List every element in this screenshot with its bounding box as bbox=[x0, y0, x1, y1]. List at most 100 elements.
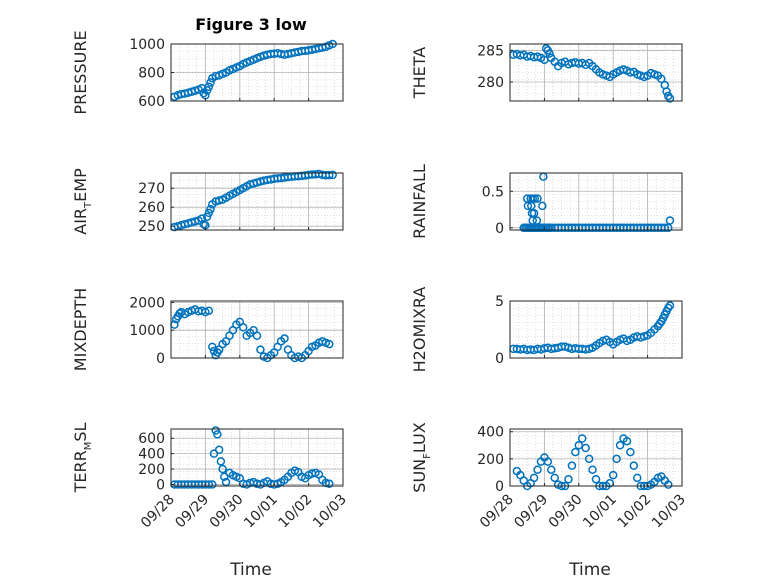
data-point bbox=[213, 430, 222, 439]
data-point bbox=[252, 331, 262, 341]
y-tick-label: 250 bbox=[138, 219, 165, 235]
y-axis-label-main: SUN bbox=[410, 459, 429, 493]
y-axis-label: H2OMIXRA bbox=[410, 287, 429, 373]
y-tick-label: 800 bbox=[138, 66, 165, 82]
axes-box bbox=[509, 300, 683, 359]
subplot-theta: 280 285 THETA bbox=[410, 43, 683, 103]
axes-box bbox=[170, 300, 344, 359]
data-point bbox=[564, 474, 573, 484]
y-tick-label: 400 bbox=[138, 447, 165, 463]
data-point bbox=[324, 170, 334, 180]
data-point bbox=[533, 465, 542, 474]
data-point bbox=[216, 457, 226, 466]
y-axis-label-rest: LUX bbox=[410, 422, 429, 453]
data-point bbox=[622, 436, 632, 446]
data-point bbox=[530, 194, 540, 203]
data-point bbox=[665, 301, 675, 310]
y-tick-label: 200 bbox=[477, 452, 504, 468]
axes-box bbox=[170, 172, 344, 231]
series-pressure bbox=[170, 39, 337, 101]
y-tick-label: 260 bbox=[138, 200, 165, 216]
data-point bbox=[280, 334, 289, 343]
data-point bbox=[529, 208, 539, 218]
subplot-grid: 600 800 1000 PRESSURE 280 285 THETA 250 260 270 AI… bbox=[71, 30, 689, 580]
data-point bbox=[577, 434, 587, 443]
y-tick-label: 0 bbox=[495, 351, 504, 367]
y-axis-label-rest: EMP bbox=[71, 168, 90, 202]
data-point bbox=[214, 196, 224, 205]
y-tick-label: 0 bbox=[156, 351, 165, 367]
data-point bbox=[663, 480, 673, 489]
data-point bbox=[550, 473, 559, 483]
y-axis-label-subscript: T bbox=[83, 201, 94, 209]
y-tick-label: 200 bbox=[138, 462, 165, 478]
data-point bbox=[633, 473, 642, 483]
y-axis-label-main: H2OMIXRA bbox=[410, 287, 429, 373]
y-axis-label-main: RAINFALL bbox=[410, 164, 429, 239]
axes-box bbox=[509, 428, 683, 487]
y-tick-label: 1000 bbox=[129, 323, 165, 339]
y-tick-label: 285 bbox=[477, 43, 504, 59]
y-tick-label: 270 bbox=[138, 181, 165, 197]
data-point bbox=[615, 441, 625, 450]
y-tick-label: 5 bbox=[495, 294, 504, 310]
data-point bbox=[567, 461, 577, 470]
data-point bbox=[547, 465, 556, 474]
y-axis-label: AIRTEMP bbox=[71, 168, 94, 235]
data-point bbox=[608, 470, 618, 480]
y-tick-label: 600 bbox=[138, 94, 165, 110]
data-point bbox=[581, 443, 590, 453]
data-point bbox=[588, 465, 597, 474]
y-axis-label-subscript: M bbox=[83, 442, 94, 451]
data-point bbox=[626, 447, 635, 457]
series-terr-msl bbox=[170, 426, 334, 489]
y-axis-label-main: TERR bbox=[71, 450, 90, 493]
subplot-h2omixra: 0 5 H2OMIXRA bbox=[410, 287, 683, 373]
data-point bbox=[657, 74, 666, 84]
data-point bbox=[204, 306, 214, 315]
grid-lines bbox=[171, 429, 343, 486]
series-theta bbox=[509, 44, 675, 103]
data-point bbox=[208, 480, 217, 489]
y-tick-label: 1000 bbox=[129, 37, 165, 53]
data-point bbox=[208, 342, 217, 352]
y-axis-label-rest: SL bbox=[71, 423, 90, 442]
data-point bbox=[328, 170, 337, 180]
y-axis-label-main: AIR bbox=[71, 208, 90, 235]
data-point bbox=[324, 339, 334, 349]
data-point bbox=[256, 345, 265, 354]
data-point bbox=[523, 201, 533, 211]
y-axis-label-main: MIXDEPTH bbox=[71, 288, 90, 371]
data-point bbox=[214, 445, 224, 455]
data-point bbox=[206, 78, 215, 87]
data-point bbox=[660, 223, 670, 233]
y-tick-label: 400 bbox=[477, 425, 504, 441]
data-point bbox=[543, 457, 553, 466]
data-point bbox=[584, 454, 594, 464]
data-point bbox=[574, 441, 584, 450]
x-axis-label: Time bbox=[568, 560, 611, 580]
y-tick-label: 0 bbox=[156, 477, 165, 493]
data-point bbox=[532, 216, 542, 225]
data-point bbox=[662, 87, 671, 96]
y-tick-label: 2000 bbox=[129, 295, 165, 311]
data-point bbox=[612, 454, 621, 464]
data-point bbox=[197, 214, 207, 223]
y-tick-label: 600 bbox=[138, 431, 165, 447]
data-point bbox=[238, 323, 248, 332]
data-point bbox=[175, 309, 184, 318]
y-axis-label: THETA bbox=[410, 47, 429, 99]
data-point bbox=[665, 94, 675, 103]
subplot-pressure: 600 800 1000 PRESSURE bbox=[71, 30, 344, 115]
series-air-temp bbox=[170, 169, 337, 232]
y-axis-label: MIXDEPTH bbox=[71, 288, 90, 371]
data-point bbox=[218, 464, 227, 474]
data-point bbox=[571, 447, 580, 457]
data-point bbox=[324, 479, 334, 488]
subplot-mixdepth: 0 1000 2000 MIXDEPTH bbox=[71, 288, 344, 371]
y-axis-label: SUNFLUX bbox=[410, 422, 433, 492]
y-axis-label: RAINFALL bbox=[410, 164, 429, 239]
data-point bbox=[545, 49, 554, 58]
data-point bbox=[629, 461, 639, 470]
grid-lines bbox=[510, 173, 682, 230]
